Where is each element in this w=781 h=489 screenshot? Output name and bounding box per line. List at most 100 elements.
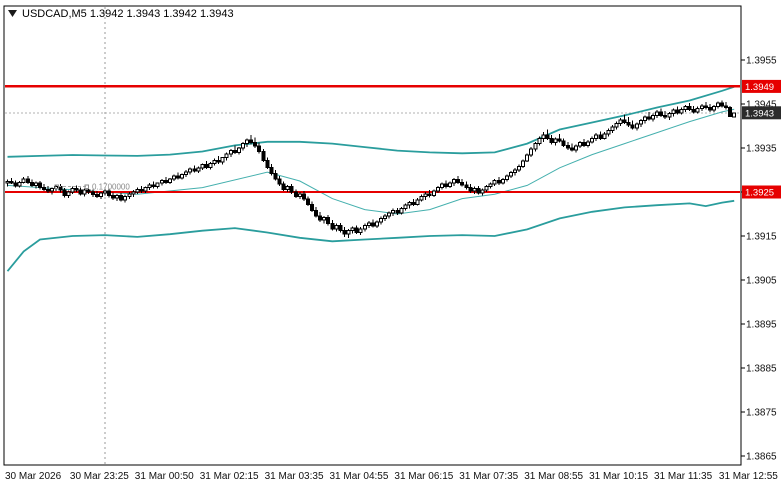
candle-body: [549, 137, 554, 144]
candle-body: [107, 190, 111, 197]
candle: [354, 225, 359, 235]
candle-body: [159, 180, 164, 184]
candle: [131, 190, 136, 197]
candle-body: [464, 184, 469, 189]
candle-body: [504, 175, 509, 181]
candle-body: [533, 143, 538, 150]
candle: [456, 176, 461, 185]
candle: [322, 215, 327, 224]
candle-body: [58, 186, 63, 191]
candle: [249, 134, 254, 145]
candle-body: [630, 124, 635, 129]
candle: [533, 141, 538, 152]
candle: [448, 181, 453, 189]
candle: [155, 182, 160, 189]
candle: [326, 214, 331, 226]
candle: [285, 184, 290, 192]
candle-body: [273, 173, 278, 180]
candle: [37, 181, 42, 190]
candle: [431, 189, 436, 197]
candle-body: [403, 204, 408, 210]
candle-body: [435, 187, 440, 192]
candle: [525, 153, 530, 163]
measure-object[interactable]: 0.1700000: [54, 183, 130, 192]
candle-body: [208, 162, 213, 168]
candle: [646, 111, 651, 121]
candle: [245, 138, 250, 148]
candle: [419, 194, 424, 202]
candle: [565, 141, 570, 150]
candle-body: [484, 186, 489, 191]
candle-body: [646, 116, 651, 120]
candle-body: [265, 159, 270, 168]
time-axis-label: 31 Mar 11:35: [654, 471, 713, 482]
candle-body: [703, 105, 708, 109]
time-axis[interactable]: [0, 466, 781, 489]
candle: [362, 223, 367, 232]
candle: [586, 140, 591, 148]
candle-body: [257, 145, 262, 153]
candle-body: [180, 173, 185, 179]
resistance-price-tag-text: 1.3949: [745, 82, 774, 93]
candle: [614, 121, 619, 130]
candle-body: [602, 133, 607, 139]
candle-body: [66, 191, 71, 197]
candle: [508, 170, 513, 178]
candle: [212, 158, 217, 166]
candle-body: [561, 140, 566, 146]
measure-handle-icon[interactable]: [84, 184, 89, 189]
candle-body: [387, 212, 392, 217]
candle-body: [622, 119, 627, 123]
candle-body: [350, 227, 355, 232]
candle-body: [13, 182, 18, 187]
candle-body: [78, 189, 83, 195]
candle: [716, 101, 720, 109]
candle-body: [431, 190, 436, 197]
time-axis-label: 31 Mar 03:35: [265, 471, 324, 482]
candle-body: [411, 202, 416, 205]
candle-body: [50, 187, 55, 192]
candle: [253, 137, 258, 148]
candle-body: [17, 181, 22, 187]
candle-body: [606, 129, 611, 135]
price-axis-label: 1.3905: [746, 276, 777, 287]
candle: [573, 144, 578, 153]
candle: [366, 221, 371, 229]
candle: [683, 104, 688, 112]
candle-body: [671, 109, 676, 115]
candle-body: [374, 221, 379, 227]
candle-body: [147, 184, 152, 189]
candle: [407, 200, 412, 209]
candle: [21, 177, 26, 184]
candle-body: [691, 108, 696, 113]
candle-body: [25, 178, 30, 183]
candle-body: [565, 144, 570, 149]
candle-body: [716, 102, 720, 108]
candle: [277, 176, 282, 186]
candle: [529, 147, 534, 157]
candle: [62, 188, 67, 198]
candle-body: [614, 122, 619, 128]
candle-body: [184, 171, 189, 175]
candle: [273, 170, 278, 181]
candle-body: [82, 189, 87, 195]
candle-body: [94, 194, 99, 197]
candle-body: [216, 159, 221, 163]
candle-body: [200, 164, 205, 169]
candle-body: [529, 148, 534, 156]
candle-body: [139, 188, 144, 192]
candle-body: [354, 227, 359, 233]
candle: [606, 128, 611, 137]
measure-handle-icon[interactable]: [54, 184, 59, 189]
candle: [305, 196, 310, 207]
candle-body: [245, 139, 250, 145]
candle: [310, 201, 314, 213]
candle: [537, 136, 542, 146]
candle: [671, 108, 676, 117]
candle: [391, 208, 396, 216]
candle-body: [98, 192, 103, 197]
candle: [358, 227, 363, 236]
candle: [293, 189, 298, 199]
candle: [703, 102, 708, 110]
